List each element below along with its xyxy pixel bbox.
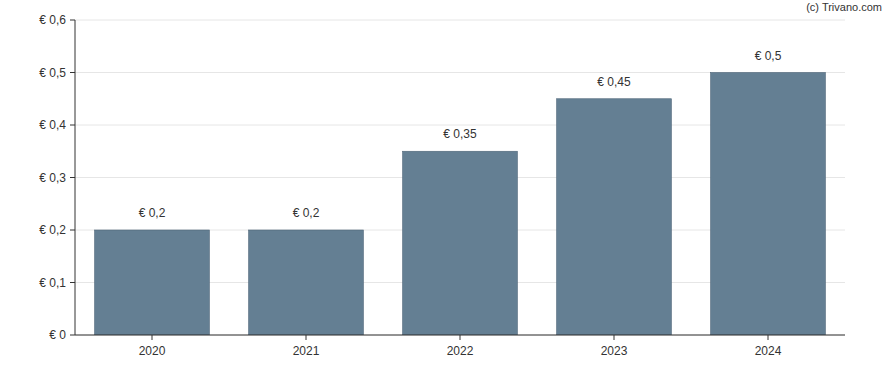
- source: (c) Trivano.com: [806, 1, 882, 13]
- x-tick: [306, 335, 307, 340]
- y-tick: [70, 125, 75, 126]
- bar: [249, 230, 364, 335]
- y-tick: [70, 230, 75, 231]
- bar: [95, 230, 210, 335]
- x-tick: [614, 335, 615, 340]
- y-tick-label: € 0,3: [39, 171, 66, 185]
- x-tick-label: 2022: [447, 344, 474, 358]
- x-tick-label: 2020: [139, 344, 166, 358]
- bar: [557, 99, 672, 335]
- x-tick-label: 2024: [755, 344, 782, 358]
- y-tick-label: € 0,6: [39, 13, 66, 27]
- y-tick-label: € 0,5: [39, 66, 66, 80]
- y-tick-label: € 0,1: [39, 276, 66, 290]
- x-tick: [460, 335, 461, 340]
- y-tick: [70, 282, 75, 283]
- y-tick: [70, 335, 75, 336]
- x-tick: [152, 335, 153, 340]
- y-tick: [70, 72, 75, 73]
- bar: [403, 151, 518, 335]
- data-label: € 0,35: [443, 127, 477, 141]
- grid-line: [75, 20, 845, 21]
- data-label: € 0,2: [293, 206, 320, 220]
- data-label: € 0,2: [139, 206, 166, 220]
- x-tick-label: 2021: [293, 344, 320, 358]
- y-tick-label: € 0,4: [39, 118, 66, 132]
- data-label: € 0,45: [597, 75, 631, 89]
- y-tick-label: € 0: [49, 328, 66, 342]
- x-tick: [768, 335, 769, 340]
- y-tick-label: € 0,2: [39, 223, 66, 237]
- chart: € 0 € 0,1 € 0,2 € 0,3 € 0,4 € 0,5 € 0,6 € 0,2 € …: [0, 0, 888, 370]
- bars: [95, 73, 826, 336]
- bar: [711, 73, 826, 336]
- chart-container: € 0 € 0,1 € 0,2 € 0,3 € 0,4 € 0,5 € 0,6 € 0,2 € …: [0, 0, 888, 370]
- y-axis: [75, 20, 76, 335]
- x-tick-label: 2023: [601, 344, 628, 358]
- y-tick: [70, 20, 75, 21]
- y-tick: [70, 177, 75, 178]
- data-label: € 0,5: [755, 49, 782, 63]
